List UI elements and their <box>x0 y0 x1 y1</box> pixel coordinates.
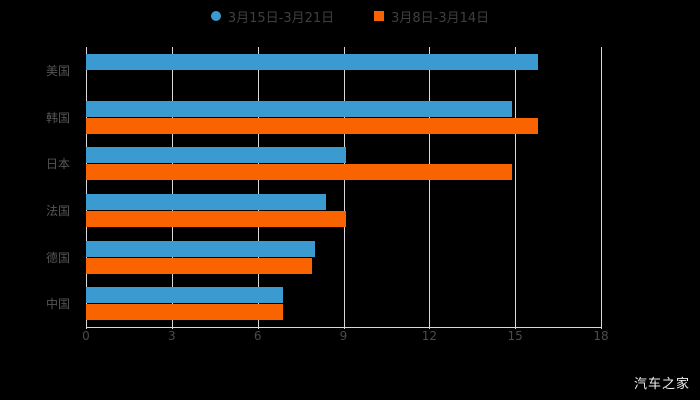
x-axis-tick-mark <box>86 323 87 329</box>
y-axis-category-labels: 美国 韩国 日本 法国 德国 中国 <box>0 47 78 327</box>
x-axis-tick-mark <box>257 323 259 329</box>
y-axis-label-cell: 法国 <box>0 187 78 234</box>
bar-series-1[interactable] <box>86 240 315 257</box>
bar-group <box>86 234 601 281</box>
bar-series-2[interactable] <box>86 210 347 227</box>
y-axis-label: 德国 <box>45 250 70 265</box>
bar-series-1[interactable] <box>86 193 327 210</box>
bar-group <box>86 187 601 234</box>
x-axis-tick-mark <box>171 323 173 329</box>
grid-lines <box>86 47 602 327</box>
bar-series-2[interactable] <box>86 117 539 134</box>
bar-series-1[interactable] <box>86 287 284 304</box>
grid-line <box>601 47 602 327</box>
y-axis-label-cell: 德国 <box>0 234 78 281</box>
grid-line <box>171 47 173 327</box>
legend-item-series-1[interactable]: 3月15日-3月21日 <box>210 7 335 26</box>
x-axis-tick-mark <box>429 323 431 329</box>
bar-group <box>86 140 601 187</box>
watermark-label: 汽车之家 <box>633 377 690 392</box>
x-axis-tick-mark <box>515 323 517 329</box>
circle-marker-icon <box>210 11 221 21</box>
y-axis-label: 中国 <box>45 297 70 312</box>
bar-series-2[interactable] <box>86 164 513 181</box>
x-axis-tick-label: 15 <box>507 329 523 343</box>
grid-line <box>429 47 431 327</box>
y-axis-label-cell: 美国 <box>0 47 78 94</box>
x-axis-tick-label: 0 <box>82 329 90 343</box>
x-axis-tick-label: 18 <box>593 329 609 343</box>
legend-label-series-1: 3月15日-3月21日 <box>227 10 335 26</box>
y-axis-label-cell: 日本 <box>0 140 78 187</box>
legend-item-series-2[interactable]: 3月8日-3月14日 <box>374 7 489 26</box>
grid-line <box>257 47 259 327</box>
chart-legend: 3月15日-3月21日 3月8日-3月14日 <box>0 0 700 32</box>
grid-line <box>86 47 87 327</box>
y-axis-label-cell: 韩国 <box>0 94 78 141</box>
bar-group <box>86 94 601 141</box>
y-axis-label: 法国 <box>45 203 70 218</box>
chart-plot-area <box>86 47 602 327</box>
bar-series-2[interactable] <box>86 257 313 274</box>
y-axis-label: 日本 <box>45 157 70 172</box>
bar-group <box>86 280 601 327</box>
x-axis-tick-labels: 0 3 6 9 12 15 18 <box>82 323 609 349</box>
bar-group <box>86 47 601 94</box>
square-marker-icon <box>374 11 385 21</box>
x-axis-tick-label: 3 <box>168 329 176 343</box>
bar-series-1[interactable] <box>86 147 347 164</box>
bar-series-1[interactable] <box>86 100 513 117</box>
x-axis-tick-label: 12 <box>421 329 437 343</box>
legend-label-series-2: 3月8日-3月14日 <box>391 10 490 26</box>
y-axis-label: 美国 <box>45 63 70 78</box>
x-axis-tick-mark <box>601 323 602 329</box>
y-axis-label-cell: 中国 <box>0 280 78 327</box>
bar-series-1[interactable] <box>86 53 539 70</box>
grid-line <box>515 47 517 327</box>
x-axis-tick-label: 9 <box>339 329 348 343</box>
x-axis-tick-mark <box>343 323 345 329</box>
bar-series-container <box>86 47 601 327</box>
x-axis-tick-label: 6 <box>253 329 262 343</box>
grid-line <box>343 47 345 327</box>
bar-series-2[interactable] <box>86 304 284 321</box>
y-axis-label: 韩国 <box>45 110 70 125</box>
